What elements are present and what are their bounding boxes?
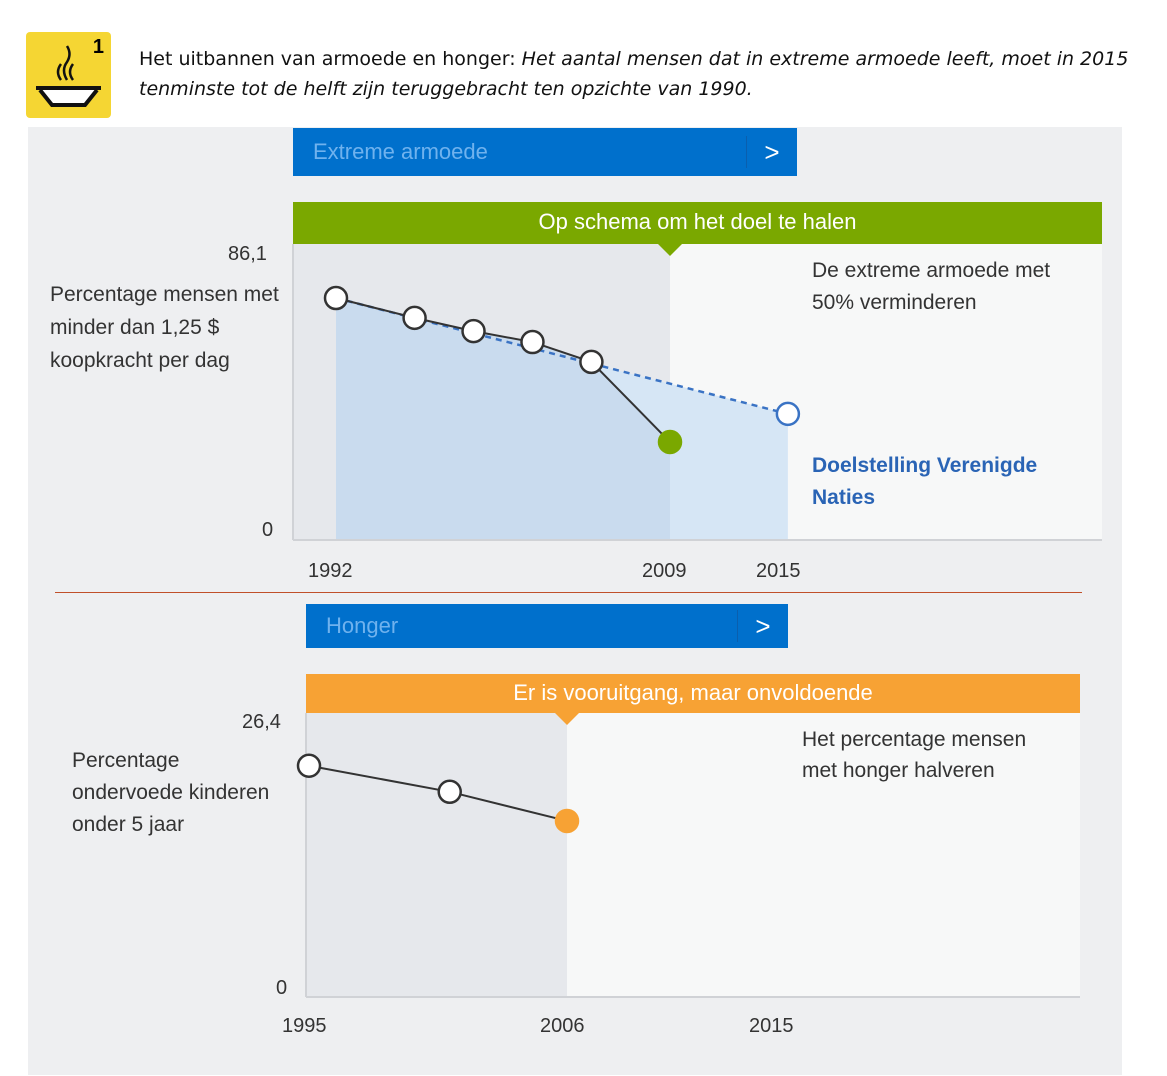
goal-icon: 1 [26, 32, 111, 118]
x-tick: 1995 [282, 1015, 327, 1037]
data-point [437, 779, 462, 805]
title-plain: Het uitbannen van armoede en honger: [139, 48, 522, 70]
soup-bowl-icon [36, 45, 101, 107]
status-pointer [555, 713, 579, 725]
banner-label: Extreme armoede [313, 139, 488, 164]
banner-honger[interactable]: Honger > [306, 604, 788, 648]
data-point [461, 318, 486, 344]
past-region [306, 713, 567, 997]
y-tick: 86,1 [228, 243, 267, 265]
goal-text: De extreme armoede met 50% verminderen [812, 259, 1051, 314]
y-tick: 26,4 [242, 711, 281, 733]
data-point [657, 429, 683, 455]
data-point [579, 349, 604, 375]
chevron-right-icon[interactable]: > [746, 136, 797, 168]
y-tick: 0 [276, 977, 288, 999]
data-point [554, 808, 580, 834]
divider [55, 592, 1082, 593]
goal-text: Het percentage mensen met honger halvere… [802, 728, 1027, 782]
banner-extreme-armoede[interactable]: Extreme armoede > [293, 128, 797, 176]
data-point [296, 753, 322, 778]
data-point [323, 285, 349, 311]
goal-number: 1 [92, 36, 104, 58]
future-region [567, 713, 1080, 997]
x-tick: 1992 [308, 560, 353, 582]
status-pointer [658, 244, 682, 256]
target-point [775, 401, 801, 427]
target-label: Doelstelling Verenigde Naties [812, 454, 1038, 509]
status-bar: Op schema om het doel te halen [293, 202, 1102, 244]
y-tick: 0 [262, 519, 274, 541]
y-axis-label: Percentage mensen met minder dan 1,25 $ … [50, 283, 279, 372]
data-point [520, 329, 545, 355]
x-tick: 2015 [749, 1015, 794, 1037]
chevron-right-icon[interactable]: > [737, 610, 788, 642]
x-tick: 2015 [756, 560, 801, 582]
data-point [402, 305, 427, 331]
x-tick: 2006 [540, 1015, 585, 1037]
banner-label: Honger [326, 613, 399, 638]
series-line [335, 297, 671, 443]
series-area [336, 298, 670, 540]
y-axis-label: Percentage ondervoede kinderen onder 5 j… [72, 749, 270, 836]
status-bar: Er is vooruitgang, maar onvoldoende [306, 674, 1080, 713]
title-italic: Het aantal mensen dat in extreme armoede… [139, 48, 1129, 100]
x-tick: 2009 [642, 560, 687, 582]
intro-text: Het uitbannen van armoede en honger: Het… [139, 44, 1149, 104]
